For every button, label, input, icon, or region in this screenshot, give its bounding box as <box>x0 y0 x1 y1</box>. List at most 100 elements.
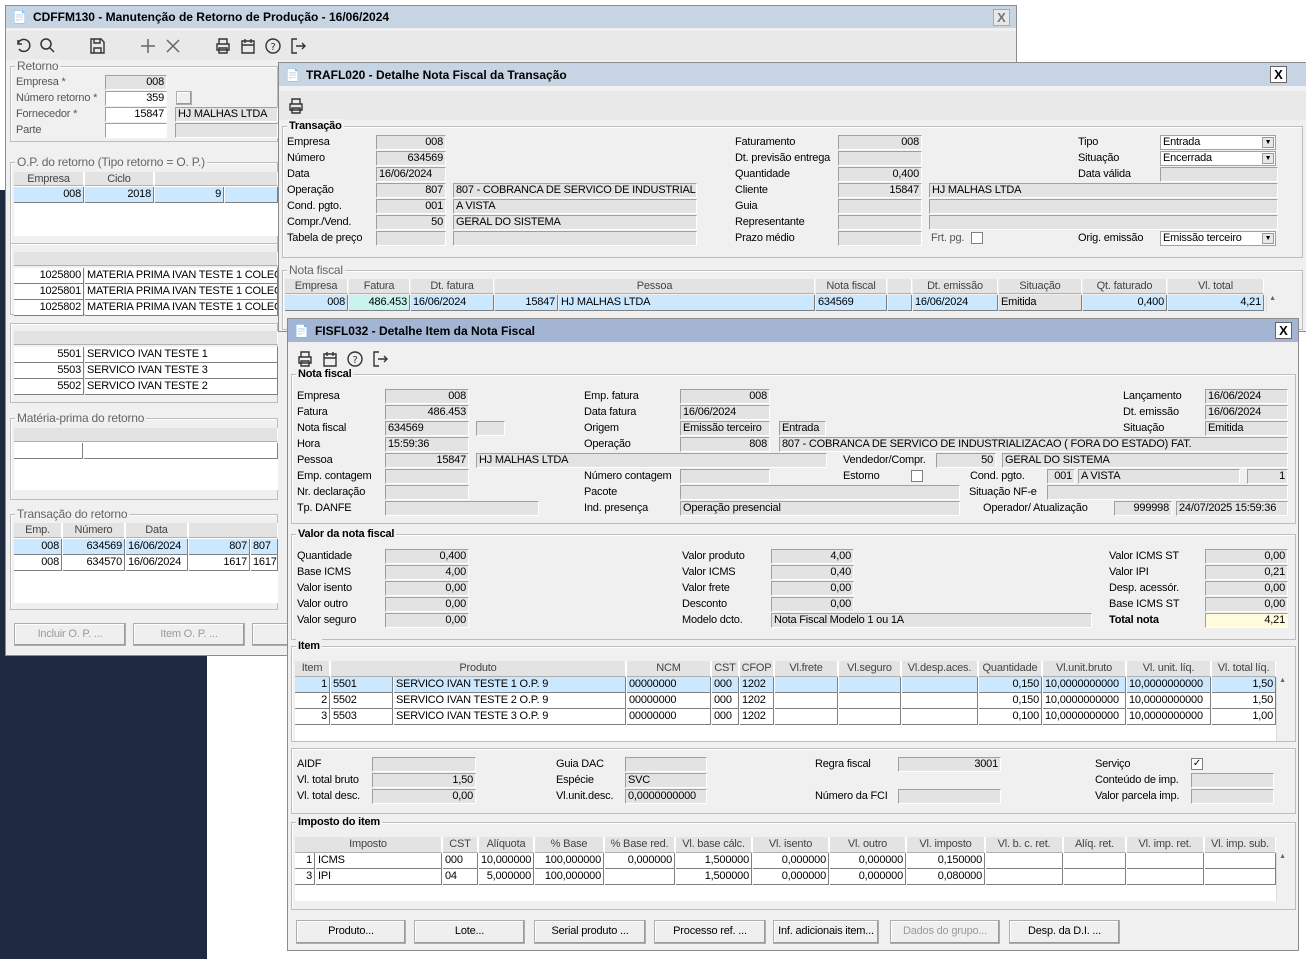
servico-row-cell[interactable]: SERVICO IVAN TESTE 3 <box>85 363 278 379</box>
item-row-cell[interactable]: SERVICO IVAN TESTE 3 O.P. 9 <box>394 709 626 725</box>
delete-icon[interactable] <box>160 36 185 56</box>
transacao-row-cell[interactable]: 1617 <box>251 555 278 571</box>
imposto-row-cell[interactable]: ICMS <box>316 853 442 869</box>
op-row-cell[interactable]: 008 <box>14 187 84 203</box>
imposto-row-cell[interactable] <box>1064 869 1126 885</box>
imposto-row-cell[interactable]: 10,000000 <box>479 853 534 869</box>
item-row-cell[interactable]: SERVICO IVAN TESTE 2 O.P. 9 <box>394 693 626 709</box>
imposto-row-cell[interactable]: 0,000000 <box>753 853 829 869</box>
item-row-cell[interactable]: 5501 <box>331 677 393 693</box>
calendar-icon[interactable] <box>235 36 260 56</box>
item-row-cell[interactable]: 1 <box>295 677 330 693</box>
nf-row-cell[interactable] <box>888 295 912 311</box>
item-row-cell[interactable]: 1,00 <box>1212 709 1276 725</box>
imposto-row-cell[interactable]: 5,000000 <box>479 869 534 885</box>
nf-row-cell[interactable]: 634569 <box>816 295 887 311</box>
nf-row-cell[interactable]: 16/06/2024 <box>411 295 494 311</box>
transacao-row-cell[interactable]: 16/06/2024 <box>126 555 188 571</box>
imposto-row-cell[interactable]: 04 <box>443 869 478 885</box>
imposto-row-cell[interactable]: IPI <box>316 869 442 885</box>
frt-pg-checkbox[interactable] <box>971 232 983 244</box>
imposto-row-cell[interactable] <box>1205 853 1276 869</box>
button-blank[interactable] <box>252 623 290 646</box>
print-icon[interactable] <box>292 349 317 369</box>
item-row-cell[interactable]: 1,50 <box>1212 677 1276 693</box>
exit-icon[interactable] <box>285 36 310 56</box>
imposto-row-cell[interactable]: 0,000000 <box>830 869 906 885</box>
item-row-cell[interactable] <box>839 693 901 709</box>
item-row-cell[interactable]: 0,150 <box>979 693 1042 709</box>
imposto-row-cell[interactable] <box>605 869 675 885</box>
transacao-row-cell[interactable]: 807 <box>251 539 278 555</box>
item-row-cell[interactable]: 00000000 <box>627 693 711 709</box>
lote-button[interactable]: Lote... <box>414 920 525 944</box>
scroll-up-button[interactable]: ▲ <box>1266 295 1278 311</box>
imposto-row-cell[interactable] <box>1127 869 1204 885</box>
close-button[interactable]: X <box>993 9 1010 26</box>
imposto-row-cell[interactable] <box>1127 853 1204 869</box>
situacao-select[interactable]: Encerrada ▼ <box>1160 151 1276 166</box>
materia-row-cell[interactable]: 1025801 <box>14 284 84 300</box>
calendar-icon[interactable] <box>317 349 342 369</box>
chevron-down-icon[interactable]: ▼ <box>1262 153 1274 164</box>
item-row-cell[interactable]: 1202 <box>740 677 774 693</box>
item-row-cell[interactable]: 0,150 <box>979 677 1042 693</box>
item-row-cell[interactable]: 10,0000000000 <box>1043 709 1126 725</box>
op-row-cell[interactable] <box>225 187 278 203</box>
button-item-o-p[interactable]: Item O. P. ... <box>133 623 245 646</box>
add-icon[interactable] <box>135 36 160 56</box>
item-row-cell[interactable]: 00000000 <box>627 677 711 693</box>
exit-icon[interactable] <box>367 349 392 369</box>
item-row-cell[interactable]: 2 <box>295 693 330 709</box>
materia-prima-row-cell[interactable] <box>84 443 278 459</box>
search-icon[interactable] <box>35 36 60 56</box>
servico-row-cell[interactable]: SERVICO IVAN TESTE 2 <box>85 379 278 395</box>
op-row-cell[interactable]: 9 <box>155 187 224 203</box>
servico-checkbox[interactable]: ✓ <box>1191 758 1203 770</box>
lookup-button[interactable] <box>176 91 192 105</box>
serial-produto-button[interactable]: Serial produto ... <box>534 920 646 944</box>
item-row-cell[interactable]: 10,0000000000 <box>1043 677 1126 693</box>
item-row-cell[interactable]: 1,50 <box>1212 693 1276 709</box>
print-icon[interactable] <box>210 36 235 56</box>
undo-icon[interactable] <box>10 36 35 56</box>
chevron-down-icon[interactable]: ▼ <box>1262 137 1274 148</box>
imposto-row-cell[interactable] <box>1064 853 1126 869</box>
materia-row-cell[interactable]: 1025802 <box>14 300 84 316</box>
transacao-row-cell[interactable]: 16/06/2024 <box>126 539 188 555</box>
imposto-row-cell[interactable]: 3 <box>295 869 315 885</box>
imposto-row-cell[interactable]: 1,500000 <box>676 853 752 869</box>
item-row-cell[interactable]: 10,0000000000 <box>1127 693 1211 709</box>
materia-prima-row-cell[interactable] <box>14 443 83 459</box>
produto-button[interactable]: Produto... <box>296 920 406 944</box>
item-row-cell[interactable]: 10,0000000000 <box>1043 693 1126 709</box>
fornecedor-input[interactable]: 15847 <box>105 107 167 122</box>
item-row-cell[interactable]: 3 <box>295 709 330 725</box>
transacao-row-cell[interactable]: 634569 <box>63 539 125 555</box>
imposto-row-cell[interactable]: 100,000000 <box>535 853 604 869</box>
materia-row-cell[interactable]: MATERIA PRIMA IVAN TESTE 1 COLECA <box>85 284 278 300</box>
print-icon[interactable] <box>283 96 308 116</box>
imposto-scrollbar[interactable]: ▲ <box>1276 853 1288 901</box>
item-row-cell[interactable]: 5503 <box>331 709 393 725</box>
imposto-row-cell[interactable]: 1,500000 <box>676 869 752 885</box>
item-row-cell[interactable]: 1202 <box>740 693 774 709</box>
orig-emissao-select[interactable]: Emissão terceiro ▼ <box>1160 231 1276 246</box>
nf-row-cell[interactable]: 486.453 <box>349 295 410 311</box>
save-icon[interactable] <box>85 36 110 56</box>
processo-ref-button[interactable]: Processo ref. ... <box>654 920 766 944</box>
item-row-cell[interactable]: SERVICO IVAN TESTE 1 O.P. 9 <box>394 677 626 693</box>
chevron-down-icon[interactable]: ▼ <box>1262 233 1274 244</box>
inf-adicionais-item-button[interactable]: Inf. adicionais item... <box>773 920 879 944</box>
item-row-cell[interactable]: 5502 <box>331 693 393 709</box>
nf-row-cell[interactable]: Emitida <box>999 295 1082 311</box>
help-icon[interactable]: ? <box>342 349 367 369</box>
item-row-cell[interactable] <box>775 709 838 725</box>
numero-retorno-input[interactable]: 359 <box>105 91 167 106</box>
nf-row-cell[interactable]: 0,400 <box>1083 295 1167 311</box>
imposto-row-cell[interactable]: 0,000000 <box>830 853 906 869</box>
imposto-row-cell[interactable]: 0,080000 <box>907 869 985 885</box>
imposto-row-cell[interactable] <box>1205 869 1276 885</box>
nf-row-cell[interactable]: 16/06/2024 <box>913 295 998 311</box>
materia-row-cell[interactable]: MATERIA PRIMA IVAN TESTE 1 COLECA <box>85 268 278 284</box>
